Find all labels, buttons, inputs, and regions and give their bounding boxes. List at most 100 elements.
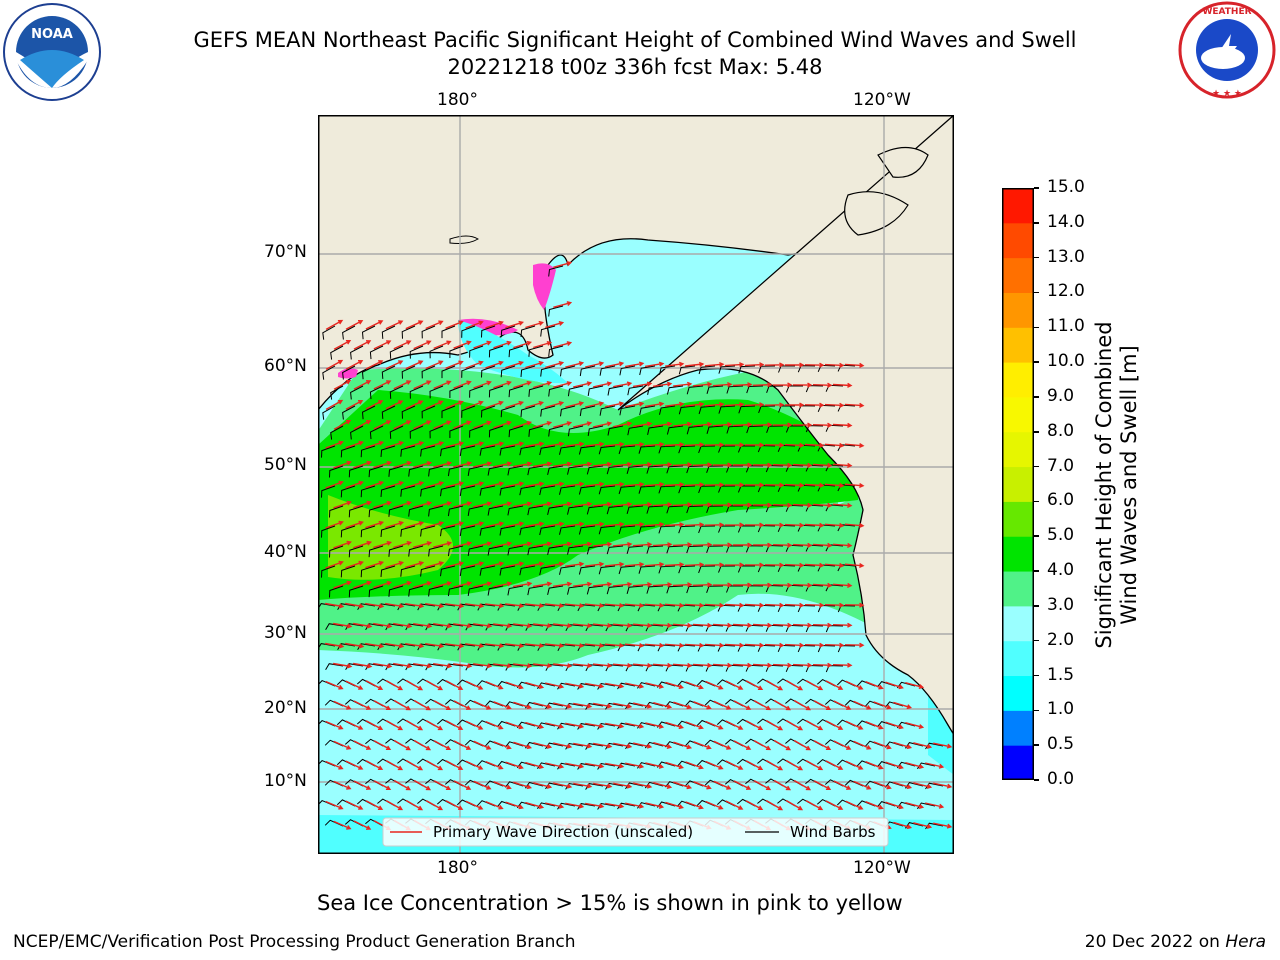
- wave-direction-arrow: [784, 562, 805, 568]
- wave-direction-arrow: [632, 663, 653, 669]
- wave-direction-arrow: [604, 802, 625, 809]
- wind-barb: [618, 565, 636, 575]
- wave-direction-arrow: [545, 361, 565, 369]
- wave-direction-arrow: [532, 501, 553, 508]
- colorbar-tick-mark: [1034, 570, 1039, 572]
- wave-direction-arrow: [693, 781, 712, 790]
- wave-direction-arrow: [325, 560, 344, 569]
- colorbar-tick-mark: [1034, 709, 1039, 712]
- colorbar-tick-label: 0.0: [1047, 769, 1075, 789]
- wave-direction-arrow: [453, 380, 472, 389]
- wind-barb: [545, 702, 564, 710]
- wave-direction-arrow: [692, 462, 713, 468]
- wave-direction-arrow: [445, 360, 464, 369]
- wave-direction-arrow: [544, 441, 565, 448]
- wave-direction-arrow: [812, 542, 833, 548]
- wave-direction-arrow: [373, 340, 392, 350]
- wave-direction-arrow: [664, 562, 685, 568]
- wave-direction-arrow: [365, 520, 384, 529]
- wave-direction-arrow: [413, 779, 432, 791]
- wind-barb: [626, 545, 644, 555]
- wave-direction-arrow: [825, 760, 844, 770]
- wind-barb: [400, 525, 416, 537]
- wave-direction-arrow: [804, 442, 825, 448]
- wind-barb: [368, 585, 384, 598]
- wave-direction-arrow: [373, 740, 392, 750]
- wave-direction-arrow: [573, 501, 593, 507]
- wave-direction-arrow: [445, 603, 465, 609]
- wave-direction-arrow: [413, 739, 432, 751]
- wave-direction-arrow: [425, 561, 445, 568]
- wave-direction-arrow: [425, 481, 445, 488]
- wind-barb: [500, 325, 516, 338]
- wave-zone-high: [318, 390, 858, 600]
- wave-direction-arrow: [404, 603, 425, 609]
- wave-direction-arrow: [345, 760, 364, 770]
- wave-direction-arrow: [833, 740, 852, 750]
- wave-direction-arrow: [333, 780, 352, 790]
- wave-direction-arrow: [772, 622, 793, 628]
- map-legend: Primary Wave Direction (unscaled) Wind B…: [382, 817, 889, 847]
- wave-direction-arrow: [333, 460, 352, 469]
- wind-barb: [528, 385, 544, 397]
- wave-direction-arrow: [724, 602, 745, 608]
- wind-barb: [459, 445, 476, 457]
- wave-direction-arrow: [344, 602, 365, 609]
- wave-direction-arrow: [733, 740, 752, 750]
- wave-direction-arrow: [473, 663, 493, 669]
- wave-direction-arrow: [425, 759, 444, 771]
- wind-barb: [520, 325, 536, 337]
- wave-direction-arrow: [424, 603, 445, 609]
- wave-direction-arrow: [473, 501, 493, 508]
- wave-direction-arrow: [672, 502, 693, 508]
- wave-direction-arrow: [685, 401, 705, 407]
- wave-direction-arrow: [824, 642, 845, 648]
- wave-direction-arrow: [525, 681, 545, 689]
- wave-direction-arrow: [645, 762, 665, 769]
- wave-direction-arrow: [604, 521, 625, 527]
- colorbar-bin: [1002, 257, 1034, 293]
- wave-direction-arrow: [865, 761, 884, 770]
- wave-direction-arrow: [584, 603, 605, 609]
- wave-direction-arrow: [513, 781, 532, 790]
- lat-label-10n: 10°N: [264, 771, 307, 791]
- wave-direction-arrow: [832, 422, 853, 428]
- wave-direction-arrow: [433, 501, 453, 508]
- wave-direction-arrow: [493, 741, 512, 750]
- wind-barb: [520, 365, 536, 377]
- wind-barb: [420, 565, 436, 577]
- wave-direction-arrow: [553, 702, 573, 709]
- wave-direction-arrow: [893, 701, 913, 710]
- wind-barb: [666, 425, 684, 435]
- colorbar-bin: [1002, 536, 1034, 572]
- wind-barb: [545, 782, 564, 790]
- wave-direction-arrow: [624, 441, 645, 447]
- wave-direction-arrow: [624, 401, 645, 408]
- wave-direction-arrow: [512, 461, 533, 468]
- noaa-logo: NOAA: [0, 0, 110, 110]
- wind-barb: [405, 663, 424, 671]
- wave-direction-arrow: [624, 643, 645, 649]
- colorbar-label-line2: Wind Waves and Swell [m]: [1117, 345, 1141, 625]
- wind-barb: [618, 525, 636, 535]
- wind-barb: [639, 405, 656, 416]
- wave-direction-arrow: [565, 401, 585, 408]
- wave-direction-arrow: [724, 642, 745, 648]
- wave-direction-arrow: [853, 740, 872, 750]
- wind-barb: [330, 385, 344, 400]
- wave-direction-arrow: [832, 622, 853, 628]
- wind-barb: [369, 425, 384, 440]
- wave-direction-arrow: [585, 521, 605, 527]
- wave-direction-arrow: [825, 800, 844, 810]
- wave-direction-arrow: [373, 380, 392, 390]
- wave-direction-arrow: [525, 721, 545, 729]
- wave-direction-arrow: [885, 801, 904, 810]
- wind-barb: [625, 742, 644, 750]
- colorbar-bin: [1002, 745, 1034, 781]
- wind-barb: [718, 365, 736, 374]
- wind-barb: [548, 425, 564, 437]
- wave-direction-arrow: [325, 520, 344, 529]
- wave-direction-arrow: [373, 780, 392, 790]
- wave-direction-arrow: [345, 440, 364, 449]
- wind-barb: [487, 505, 504, 516]
